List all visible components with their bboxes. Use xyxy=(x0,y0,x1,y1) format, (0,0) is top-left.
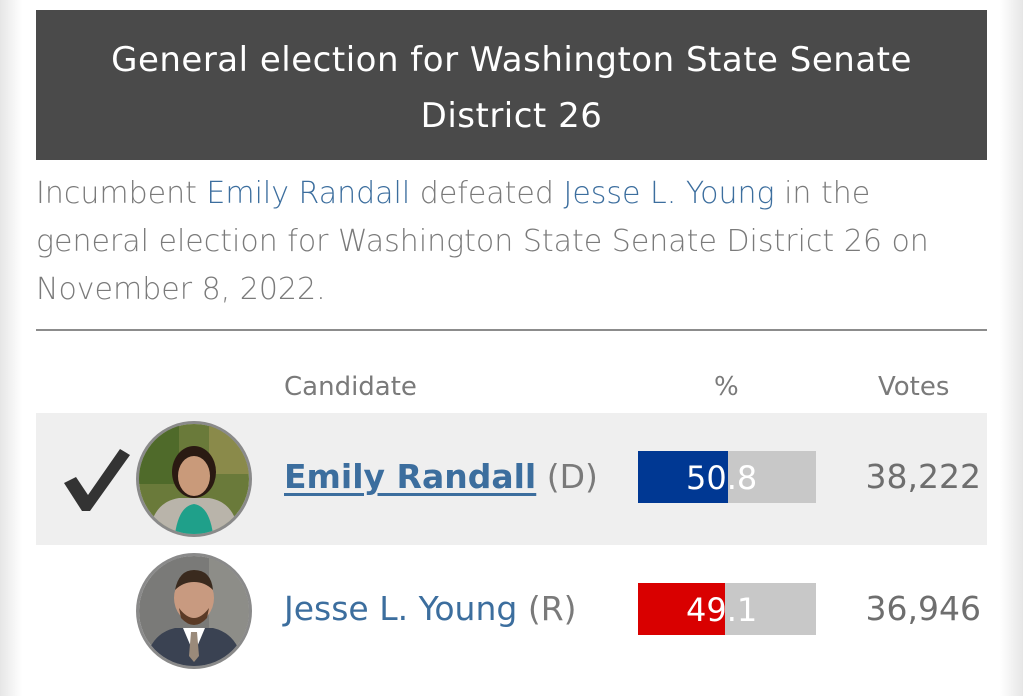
summary-loser-link[interactable]: Jesse L. Young xyxy=(563,176,775,211)
election-title-banner: General election for Washington State Se… xyxy=(36,10,987,160)
summary-winner-link[interactable]: Emily Randall xyxy=(206,176,411,211)
summary-defeated-text: defeated xyxy=(410,176,564,211)
vote-share-fill xyxy=(638,583,726,635)
vote-share-bar: 49.1 xyxy=(638,583,816,635)
vote-share-percent: 50.8 xyxy=(686,459,758,497)
candidate-link-jesse-young[interactable]: Jesse L. Young xyxy=(284,589,518,628)
vote-share-bar: 50.8 xyxy=(638,451,816,503)
vote-count: 36,946 xyxy=(865,589,981,628)
election-title-line-1: General election for Washington State Se… xyxy=(111,40,912,80)
election-summary: Incumbent Emily Randall defeated Jesse L… xyxy=(36,170,987,314)
summary-rest-text: in the general election for Washington S… xyxy=(36,176,929,307)
candidate-link-emily-randall[interactable]: Emily Randall xyxy=(284,457,537,496)
vote-share-percent: 49.1 xyxy=(686,591,758,629)
vote-count: 38,222 xyxy=(865,457,981,496)
vote-share-fill xyxy=(638,451,729,503)
election-title-line-2: District 26 xyxy=(420,96,603,136)
candidate-row-jesse-young: Jesse L. Young (R) 49.1 36,946 xyxy=(36,545,987,677)
candidate-party: (D) xyxy=(546,457,598,496)
candidate-party: (R) xyxy=(527,589,577,628)
column-header-votes: Votes xyxy=(878,372,950,402)
summary-incumbent-text: Incumbent xyxy=(36,176,207,211)
candidate-photo-jesse-young xyxy=(136,553,252,669)
column-header-percent: % xyxy=(714,372,739,402)
candidate-name-cell: Emily Randall (D) xyxy=(284,457,598,496)
divider xyxy=(36,329,987,331)
column-header-candidate: Candidate xyxy=(284,372,417,402)
candidate-name-cell: Jesse L. Young (R) xyxy=(284,589,577,628)
checkmark-icon xyxy=(64,449,130,511)
candidate-row-emily-randall: Emily Randall (D) 50.8 38,222 xyxy=(36,413,987,545)
candidate-photo-emily-randall xyxy=(136,421,252,537)
